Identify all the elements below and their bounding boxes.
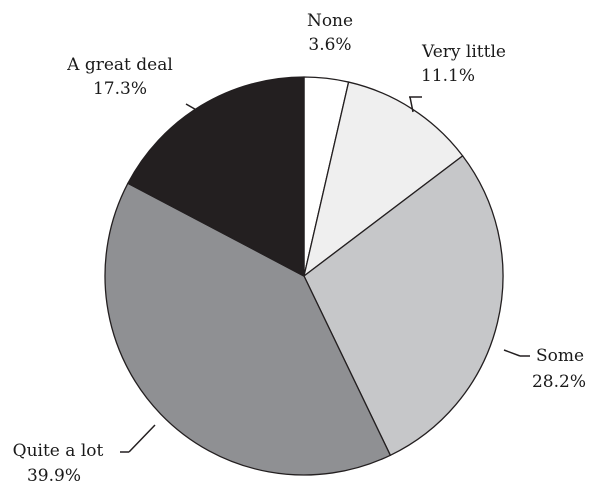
slice-value-very-little: 11.1% — [421, 66, 475, 86]
slice-label-none: None — [307, 11, 353, 31]
slice-label-some: Some — [536, 346, 584, 366]
slice-value-quite-a-lot: 39.9% — [27, 466, 81, 486]
slice-value-a-great-deal: 17.3% — [93, 79, 147, 99]
leader-a-great-deal — [185, 103, 201, 113]
slice-label-a-great-deal: A great deal — [66, 55, 173, 75]
leader-some — [503, 349, 530, 357]
pie-slices — [104, 76, 504, 476]
slice-value-none: 3.6% — [308, 35, 351, 55]
slice-label-quite-a-lot: Quite a lot — [13, 441, 104, 461]
pie-slice-a-great-deal — [127, 76, 305, 277]
pie-slice-some — [303, 155, 504, 456]
leader-quite-a-lot — [120, 424, 156, 453]
leader-very-little — [409, 96, 422, 113]
pie-slice-quite-a-lot — [104, 182, 391, 476]
slice-value-some: 28.2% — [532, 372, 586, 392]
slice-label-very-little: Very little — [421, 42, 506, 62]
leader-lines — [120, 96, 530, 453]
